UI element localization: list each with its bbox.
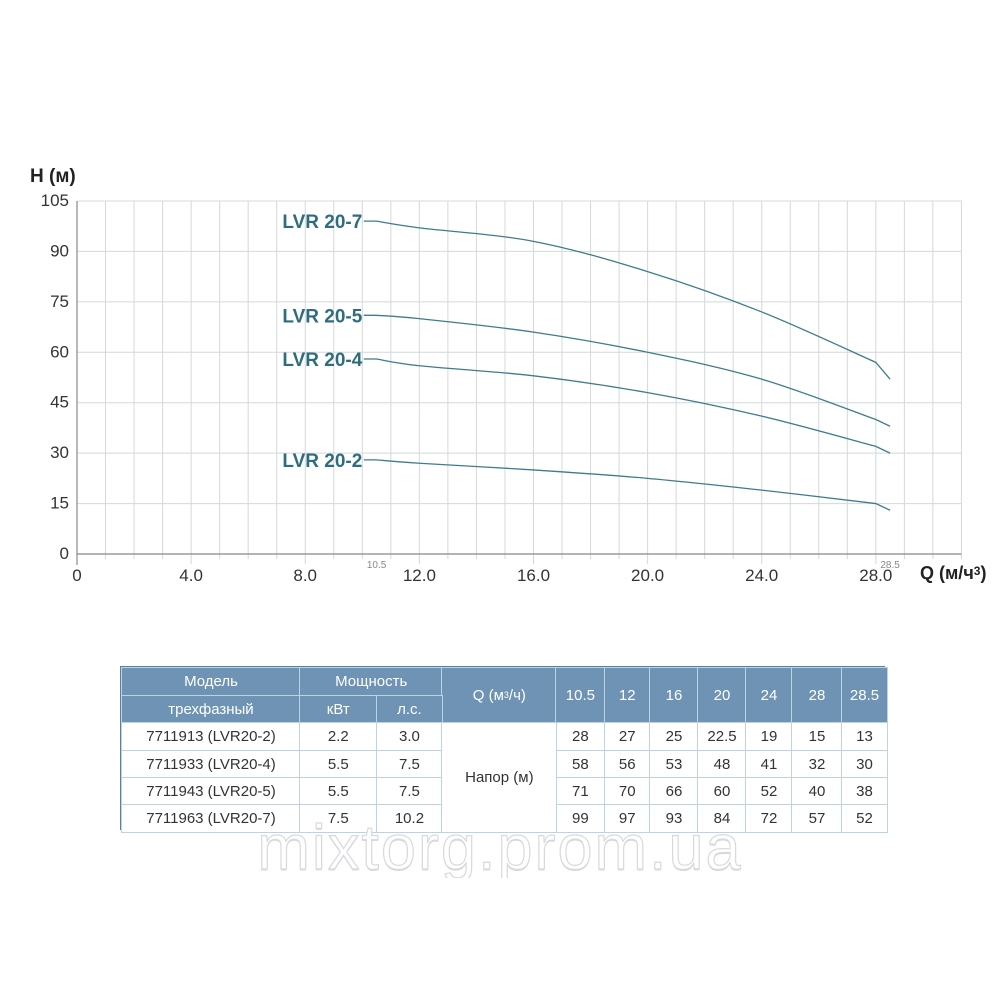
svg-text:20.0: 20.0	[631, 566, 664, 585]
svg-text:0: 0	[72, 566, 81, 585]
svg-text:24.0: 24.0	[745, 566, 778, 585]
svg-text:4.0: 4.0	[179, 566, 203, 585]
svg-text:30: 30	[50, 443, 69, 462]
svg-text:LVR 20-7: LVR 20-7	[282, 212, 362, 233]
svg-text:15: 15	[50, 494, 69, 513]
svg-text:10.5: 10.5	[367, 560, 387, 571]
svg-text:0: 0	[60, 544, 69, 563]
svg-text:LVR 20-5: LVR 20-5	[282, 306, 362, 327]
svg-text:105: 105	[41, 191, 69, 210]
svg-text:Q (м/ч3): Q (м/ч3)	[920, 563, 986, 583]
svg-text:H (м): H (м)	[30, 166, 76, 187]
svg-text:90: 90	[50, 241, 69, 260]
svg-text:75: 75	[50, 292, 69, 311]
svg-text:12.0: 12.0	[403, 566, 436, 585]
svg-text:LVR 20-4: LVR 20-4	[282, 350, 362, 371]
svg-text:16.0: 16.0	[517, 566, 550, 585]
svg-text:60: 60	[50, 342, 69, 361]
svg-text:8.0: 8.0	[293, 566, 317, 585]
svg-text:LVR 20-2: LVR 20-2	[282, 451, 362, 472]
svg-text:28.5: 28.5	[880, 560, 900, 571]
svg-text:45: 45	[50, 393, 69, 412]
